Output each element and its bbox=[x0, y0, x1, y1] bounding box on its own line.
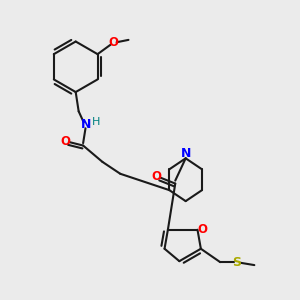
Text: N: N bbox=[181, 147, 191, 161]
Text: O: O bbox=[198, 223, 208, 236]
Text: O: O bbox=[108, 36, 118, 50]
Text: H: H bbox=[92, 117, 101, 127]
Text: N: N bbox=[81, 118, 91, 131]
Text: S: S bbox=[232, 256, 241, 268]
Text: O: O bbox=[60, 135, 70, 148]
Text: O: O bbox=[152, 170, 162, 183]
